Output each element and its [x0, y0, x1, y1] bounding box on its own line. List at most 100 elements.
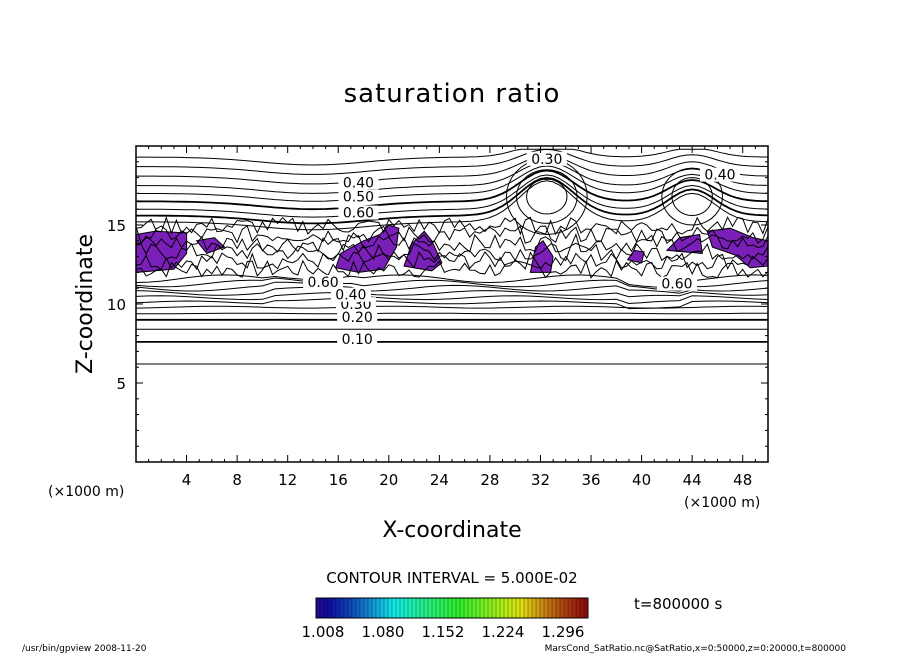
contour-line: [135, 281, 769, 294]
contour-label: 0.20: [342, 310, 373, 326]
contour-line: [135, 225, 769, 245]
contour-label: 0.60: [307, 275, 338, 291]
contour-line: [135, 233, 769, 253]
contour-label: 0.60: [343, 206, 374, 222]
colorbar-swatch: [360, 598, 365, 618]
colorbar-swatch: [500, 598, 505, 618]
x-tick-label: 32: [531, 471, 550, 489]
contour-line: [135, 286, 769, 298]
contour-label: 0.30: [531, 152, 562, 168]
contour-line: [135, 165, 769, 202]
colorbar-swatch: [508, 598, 513, 618]
x-axis-unit-right: (×1000 m): [684, 495, 760, 511]
contour-label-bg: [338, 189, 379, 204]
contour-label-group: 0.100.200.300.400.600.300.400.400.500.60…: [303, 151, 740, 348]
colorbar-swatch: [572, 598, 577, 618]
colorbar-swatch: [408, 598, 413, 618]
contour-line: [135, 174, 769, 218]
colorbar-swatch: [344, 598, 349, 618]
x-tick-label: 48: [733, 471, 752, 489]
colorbar-swatch: [552, 598, 557, 618]
chart-title: saturation ratio: [344, 79, 561, 109]
contour-label-bg: [526, 151, 567, 166]
contour-label: 0.50: [343, 190, 374, 206]
x-tick-label: 24: [430, 471, 449, 489]
colorbar-swatch: [528, 598, 533, 618]
colorbar-swatch: [516, 598, 521, 618]
colorbar-swatch: [512, 598, 517, 618]
contour-label: 0.40: [335, 288, 366, 304]
colorbar-swatch: [372, 598, 377, 618]
contour-interval-text: CONTOUR INTERVAL = 5.000E-02: [326, 569, 577, 587]
colorbar-swatch: [436, 598, 441, 618]
y-tick-label: 5: [116, 375, 126, 393]
colorbar-swatch: [348, 598, 353, 618]
colorbar-swatch: [560, 598, 565, 618]
colorbar-tick-label: 1.152: [422, 623, 465, 641]
contour-lines: [135, 148, 769, 365]
x-tick-label: 36: [581, 471, 600, 489]
colorbar-swatch: [480, 598, 485, 618]
colorbar-swatch: [452, 598, 457, 618]
colorbar-swatch: [580, 598, 585, 618]
colorbar-swatch: [340, 598, 345, 618]
colorbar-swatch: [316, 598, 321, 618]
colorbar-swatch: [392, 598, 397, 618]
contour-label-bg: [337, 309, 378, 324]
contour-line: [135, 297, 769, 310]
colorbar-swatch: [428, 598, 433, 618]
colorbar-swatch: [412, 598, 417, 618]
colorbar-swatch: [356, 598, 361, 618]
contour-label-bg: [303, 275, 344, 290]
contour-line: [135, 292, 769, 305]
contour-label-bg: [338, 175, 379, 190]
y-tick-group: 5 10 15: [107, 161, 768, 447]
colorbar: [315, 598, 589, 618]
colorbar-swatch: [404, 598, 409, 618]
colorbar-swatch: [564, 598, 569, 618]
y-tick-label: 10: [107, 296, 126, 314]
colorbar-swatch: [380, 598, 385, 618]
y-axis-label: Z-coordinate: [73, 234, 98, 374]
x-tick-label: 16: [329, 471, 348, 489]
contour-line: [136, 148, 768, 166]
contour-line: [135, 242, 769, 262]
contour-label-bg: [330, 287, 371, 302]
contour-label: 0.40: [704, 168, 735, 184]
colorbar-swatch: [496, 598, 501, 618]
colorbar-swatch: [440, 598, 445, 618]
x-axis-unit-left: (×1000 m): [48, 484, 124, 500]
x-tick-label: 28: [480, 471, 499, 489]
colorbar-tick-label: 1.008: [302, 623, 345, 641]
colorbar-swatch: [524, 598, 529, 618]
colorbar-swatch: [384, 598, 389, 618]
y-tick-label: 15: [107, 217, 126, 235]
contour-label: 0.10: [342, 332, 373, 348]
colorbar-swatch: [492, 598, 497, 618]
supersaturation-fill-group: [135, 224, 769, 273]
x-tick-label: 12: [278, 471, 297, 489]
colorbar-swatch: [388, 598, 393, 618]
colorbar-swatch: [424, 598, 429, 618]
colorbar-swatch: [456, 598, 461, 618]
colorbar-swatch: [544, 598, 549, 618]
contour-label-bg: [699, 167, 740, 182]
x-tick-label: 20: [379, 471, 398, 489]
colorbar-swatch: [504, 598, 509, 618]
colorbar-swatch: [472, 598, 477, 618]
x-tick-label: 4: [182, 471, 192, 489]
contour-line: [136, 154, 769, 185]
x-tick-label: 8: [232, 471, 242, 489]
colorbar-swatch: [332, 598, 337, 618]
contour-line: [505, 158, 588, 236]
colorbar-swatch: [396, 598, 401, 618]
colorbar-swatch: [476, 598, 481, 618]
contour-line: [526, 178, 568, 215]
time-label: t=800000 s: [634, 595, 722, 613]
colorbar-frame: [315, 597, 589, 619]
x-tick-group: 4 8 12 16 20 24 28 32 36 40 44 48: [148, 146, 756, 489]
colorbar-swatch: [532, 598, 537, 618]
colorbar-swatch: [336, 598, 341, 618]
colorbar-swatch: [364, 598, 369, 618]
